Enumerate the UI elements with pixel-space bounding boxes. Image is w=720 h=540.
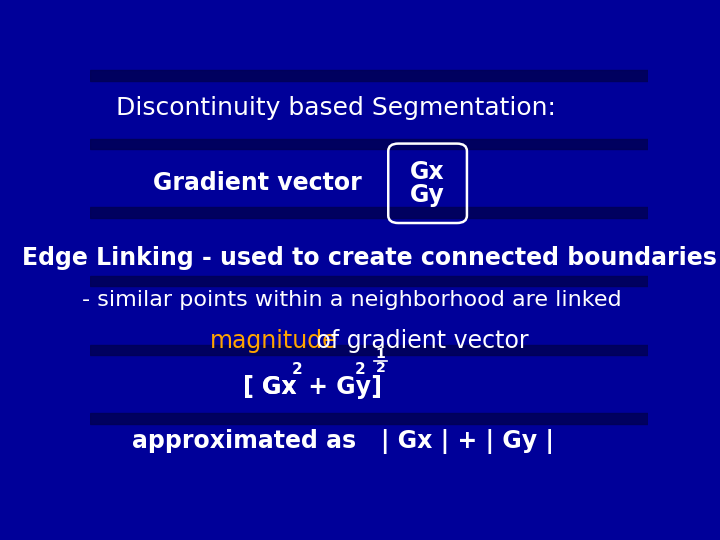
- Text: magnitude: magnitude: [210, 329, 338, 353]
- Text: + Gy: + Gy: [300, 375, 371, 399]
- Text: Edge Linking - used to create connected boundaries: Edge Linking - used to create connected …: [22, 246, 716, 270]
- Text: Gy: Gy: [410, 183, 445, 207]
- Text: Discontinuity based Segmentation:: Discontinuity based Segmentation:: [116, 97, 555, 120]
- Text: [ Gx: [ Gx: [243, 375, 305, 399]
- Text: Gradient vector: Gradient vector: [153, 171, 361, 195]
- Text: - similar points within a neighborhood are linked: - similar points within a neighborhood a…: [83, 290, 622, 310]
- Bar: [90, 482, 648, 492]
- Text: approximated as   | Gx | + | Gy |: approximated as | Gx | + | Gy |: [132, 429, 554, 454]
- Text: of gradient vector: of gradient vector: [309, 329, 528, 353]
- Text: 2: 2: [355, 362, 366, 377]
- Text: 1: 1: [376, 347, 385, 361]
- Text: [ Gx: [ Gx: [243, 375, 305, 399]
- Bar: [90, 207, 648, 218]
- Text: 2: 2: [376, 361, 385, 375]
- Text: Gx: Gx: [410, 160, 445, 184]
- Bar: [90, 139, 648, 149]
- Bar: [90, 345, 648, 355]
- Text: ]: ]: [363, 375, 382, 399]
- Text: 2: 2: [292, 362, 302, 377]
- Bar: [90, 276, 648, 286]
- Bar: [90, 413, 648, 424]
- Bar: [90, 70, 648, 80]
